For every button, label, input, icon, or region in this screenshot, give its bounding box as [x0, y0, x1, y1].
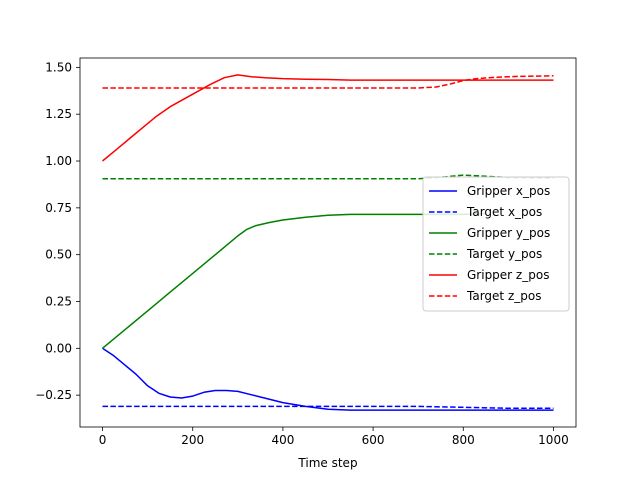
y-tick-label: 1.50: [45, 60, 72, 74]
legend: Gripper x_pos Target x_pos Gripper y_pos Ta…: [422, 176, 570, 312]
plot-frame: [79, 57, 577, 428]
legend-label: Target y_pos: [466, 247, 542, 261]
y-tick-label: 0.25: [45, 295, 72, 309]
x-tick-label: 1000: [538, 433, 569, 447]
y-axis: −0.25 0.00 0.25 0.50 0.75 1.00 1.25 1.50: [35, 60, 80, 402]
y-tick-label: 1.25: [45, 107, 72, 121]
series-line-gripper-x-pos: [102, 347, 554, 411]
y-tick-label: −0.25: [35, 388, 72, 402]
x-axis-label: Time step: [297, 456, 357, 470]
series-line-target-z-pos: [102, 75, 554, 89]
legend-box: [422, 176, 570, 312]
series-line-gripper-z-pos: [102, 74, 554, 162]
x-tick-label: 600: [362, 433, 385, 447]
x-tick-label: 800: [452, 433, 475, 447]
legend-label: Gripper x_pos: [467, 184, 550, 198]
x-tick-label: 400: [271, 433, 294, 447]
legend-label: Target z_pos: [466, 289, 541, 303]
legend-label: Gripper z_pos: [467, 268, 549, 282]
legend-label: Gripper y_pos: [467, 226, 550, 240]
x-tick-label: 200: [181, 433, 204, 447]
y-tick-label: 1.00: [45, 154, 72, 168]
series-line-target-x-pos: [102, 405, 554, 410]
legend-label: Target x_pos: [466, 205, 542, 219]
series-line-gripper-y-pos: [102, 212, 486, 349]
y-tick-label: 0.00: [45, 341, 72, 355]
x-axis: 0 200 400 600 800 1000: [99, 427, 569, 447]
y-tick-label: 0.75: [45, 201, 72, 215]
x-tick-label: 0: [99, 433, 107, 447]
y-tick-label: 0.50: [45, 248, 72, 262]
